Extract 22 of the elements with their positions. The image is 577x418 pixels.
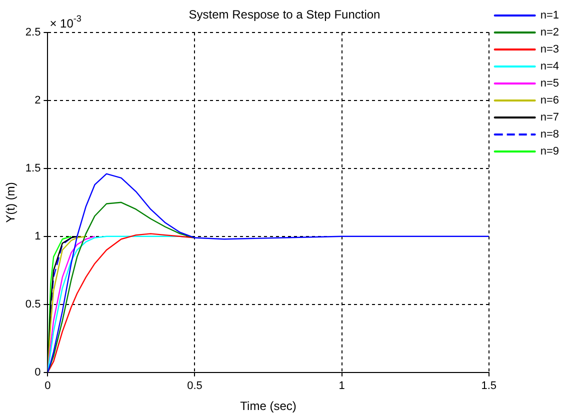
- y-tick-label: 0: [34, 366, 41, 378]
- y-tick-label: 2: [34, 94, 41, 106]
- legend-label: n=5: [540, 78, 560, 90]
- x-tick-label: 0.5: [187, 380, 202, 392]
- x-tick-label: 1: [338, 380, 345, 392]
- legend-label: n=7: [540, 112, 560, 124]
- x-tick-label: 1.5: [481, 380, 496, 392]
- x-axis-title: Time (sec): [240, 399, 296, 414]
- x-tick-label: 0: [44, 380, 51, 392]
- legend-label: n=3: [540, 44, 560, 56]
- legend-label: n=2: [540, 26, 560, 39]
- y-tick-label: 1: [34, 230, 41, 242]
- y-tick-label: 0.5: [25, 298, 41, 310]
- chart-title: System Respose to a Step Function: [188, 8, 380, 22]
- legend-label: n=8: [540, 128, 560, 141]
- legend-label: n=6: [540, 94, 560, 107]
- legend-label: n=1: [540, 10, 560, 22]
- y-tick-label: 2.5: [25, 26, 41, 38]
- y-tick-label: 1.5: [25, 162, 41, 174]
- legend-label: n=9: [540, 146, 560, 158]
- legend-label: n=4: [540, 60, 560, 73]
- y-axis-title: Y(t) (m): [4, 182, 18, 223]
